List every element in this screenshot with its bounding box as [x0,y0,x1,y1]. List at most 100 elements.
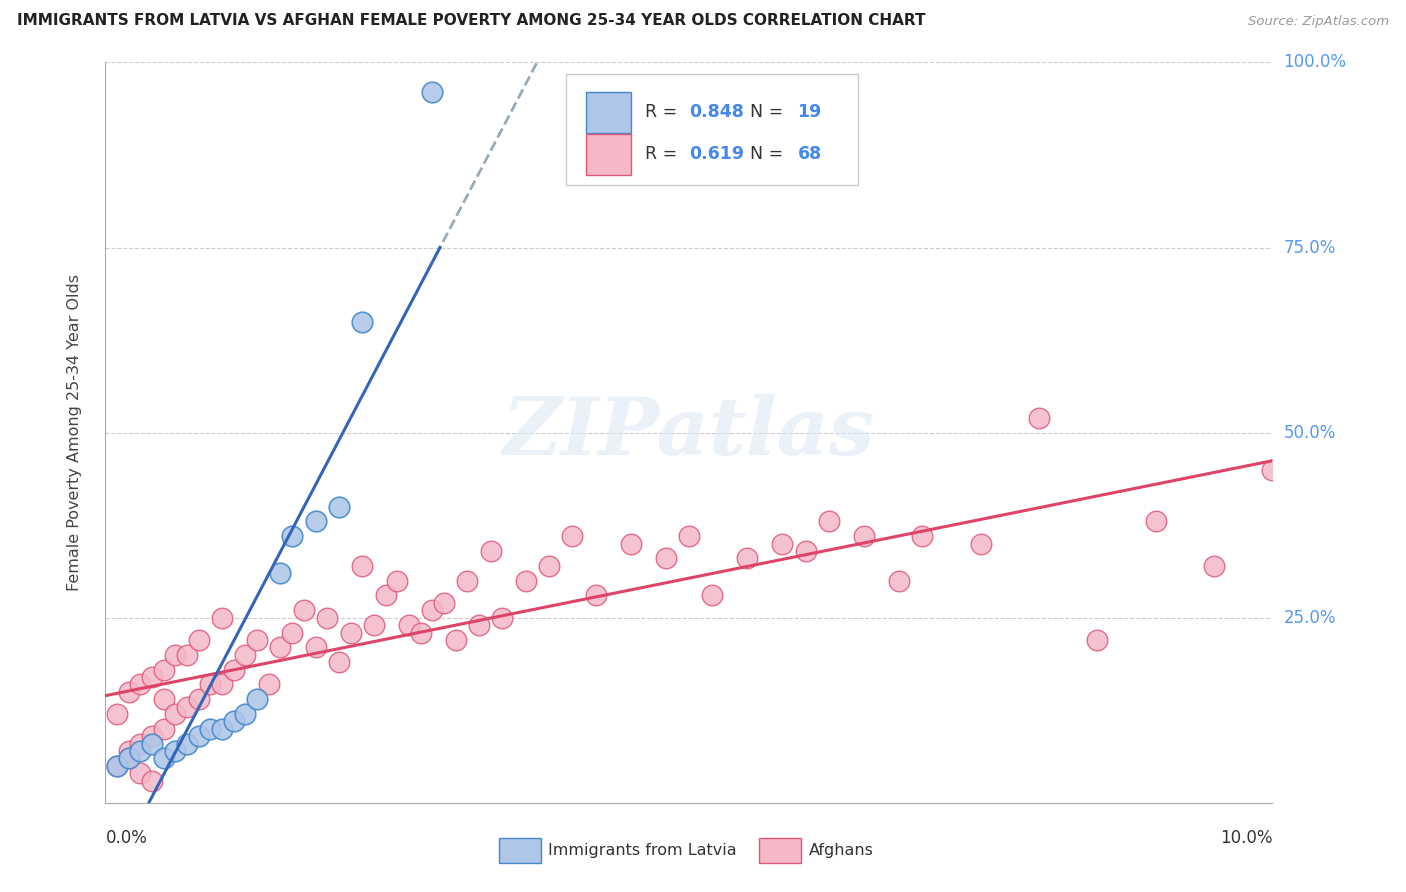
Point [374,589,396,603]
Point [152,722,174,736]
Text: N =: N = [740,145,789,163]
Point [292,603,315,617]
Point [352,558,374,573]
Point [1085,632,1108,647]
Point [152,663,174,677]
Point [1144,515,1167,529]
Point [316,611,339,625]
Point [969,537,991,551]
Point [105,758,128,772]
Point [678,529,700,543]
FancyBboxPatch shape [586,135,630,175]
Point [165,706,187,721]
Point [246,632,269,647]
Point [105,758,128,772]
Point [515,574,537,588]
Point [479,544,502,558]
Y-axis label: Female Poverty Among 25-34 Year Olds: Female Poverty Among 25-34 Year Olds [67,274,82,591]
Text: 25.0%: 25.0% [1284,608,1336,627]
Point [1261,462,1284,476]
Point [222,663,245,677]
Point [619,537,641,551]
Point [105,706,128,721]
Point [118,744,141,758]
Text: IMMIGRANTS FROM LATVIA VS AFGHAN FEMALE POVERTY AMONG 25-34 YEAR OLDS CORRELATIO: IMMIGRANTS FROM LATVIA VS AFGHAN FEMALE … [17,13,925,28]
Point [211,677,233,691]
Point [585,589,607,603]
FancyBboxPatch shape [567,73,858,185]
Point [444,632,467,647]
Text: R =: R = [644,103,682,121]
Point [235,648,257,662]
Point [363,618,385,632]
Point [852,529,875,543]
Point [141,729,163,743]
Point [770,537,793,551]
Text: 68: 68 [797,145,821,163]
Point [141,773,163,788]
Point [911,529,934,543]
Text: ZIPatlas: ZIPatlas [503,394,875,471]
Point [129,744,152,758]
Point [420,603,443,617]
Point [118,685,141,699]
Point [328,500,350,514]
Point [129,737,152,751]
Point [129,766,152,780]
Point [165,648,187,662]
Point [456,574,478,588]
Point [235,706,257,721]
Point [398,618,420,632]
Point [152,751,174,765]
Point [200,677,222,691]
FancyBboxPatch shape [586,92,630,133]
Point [222,714,245,729]
Point [187,692,209,706]
Text: 50.0%: 50.0% [1284,424,1336,442]
Text: Source: ZipAtlas.com: Source: ZipAtlas.com [1249,15,1389,28]
Point [737,551,759,566]
Point [654,551,676,566]
Point [176,699,198,714]
Point [211,722,233,736]
Text: 0.848: 0.848 [689,103,744,121]
Text: N =: N = [740,103,789,121]
Text: 0.0%: 0.0% [105,829,148,847]
Point [141,670,163,684]
Point [129,677,152,691]
Point [165,744,187,758]
Point [339,625,361,640]
Point [152,692,174,706]
Point [433,596,456,610]
Point [561,529,583,543]
Point [537,558,560,573]
Text: R =: R = [644,145,682,163]
Point [702,589,724,603]
Point [187,729,209,743]
Text: Immigrants from Latvia: Immigrants from Latvia [548,844,737,858]
Point [304,640,326,655]
Text: Afghans: Afghans [808,844,873,858]
Point [1028,410,1050,425]
Point [281,529,304,543]
Point [176,648,198,662]
Text: 19: 19 [797,103,821,121]
Point [141,737,163,751]
Point [187,632,209,647]
Point [328,655,350,669]
Point [246,692,269,706]
Point [818,515,841,529]
Point [385,574,408,588]
Point [1202,558,1225,573]
Point [176,737,198,751]
Point [491,611,513,625]
Point [118,751,141,765]
Point [269,566,292,581]
Text: 100.0%: 100.0% [1284,54,1347,71]
Point [409,625,432,640]
Point [118,751,141,765]
Text: 75.0%: 75.0% [1284,238,1336,257]
Point [257,677,280,691]
Text: 0.619: 0.619 [689,145,744,163]
Point [887,574,910,588]
